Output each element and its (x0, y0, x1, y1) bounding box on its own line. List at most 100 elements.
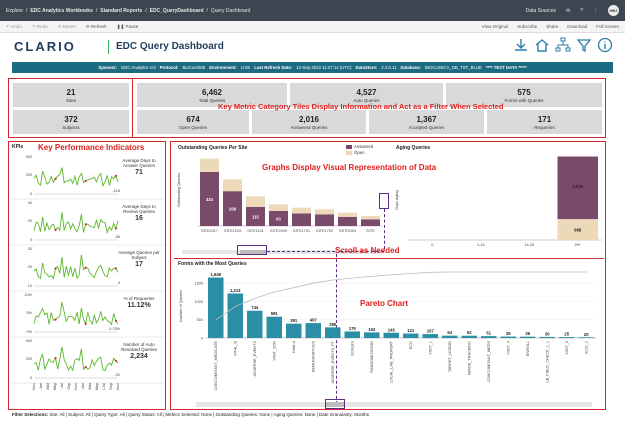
view-toolbar: ↶ Undo ↷ Redo ⟲ Revert ⟳ Refresh ❚❚ Paus… (0, 21, 625, 33)
tile-open-queries[interactable]: 674 Open Queries (136, 109, 250, 135)
pareto-bar-label: 290 (329, 322, 337, 327)
aging-xtick: 0 (431, 243, 433, 247)
scroll-highlight-box-2 (379, 193, 389, 209)
kpi-marker (114, 319, 117, 322)
pareto-title: Forms with the Most Queries (178, 261, 247, 267)
kpi-metric-3[interactable]: % of Requeries 11.12% (116, 296, 162, 309)
outstanding-horizontal-scrollbar[interactable] (182, 250, 382, 254)
download-icon[interactable] (513, 37, 529, 53)
share-button[interactable]: Share (546, 24, 559, 29)
pause-button[interactable]: ❚❚ Pause (116, 23, 139, 29)
tile-subjects[interactable]: 372 Subjects (12, 109, 130, 135)
kpi-marker (114, 227, 117, 230)
full-screen-button[interactable]: Full Screen (596, 24, 619, 29)
notifications-icon[interactable]: ✉ (566, 7, 571, 14)
kpi-sparkline (33, 301, 119, 326)
kpi-marker (84, 322, 87, 325)
breadcrumb-explore[interactable]: Explore (6, 7, 23, 14)
pareto-ytick: 500 (197, 318, 203, 322)
outstanding-xtick: SITE1101 (247, 229, 264, 233)
kpi-annotation: Key Performance Indicators (38, 143, 145, 152)
outstanding-bar-label: 63 (276, 217, 281, 222)
revert-button[interactable]: ⟲ Revert (57, 23, 76, 29)
kpi-ytick: 0% (27, 330, 33, 334)
top-navigation-bar: Explore / EDC Analytics Workbooks / Standa… (0, 0, 625, 21)
pareto-horizontal-scrollbar[interactable] (196, 402, 592, 407)
pareto-bar (227, 293, 243, 338)
kpi-marker (114, 359, 117, 362)
kpi-marker (84, 365, 87, 369)
outstanding-bar-open (223, 179, 242, 192)
breadcrumb-standard-reports[interactable]: Standard Reports (100, 7, 143, 14)
kpi-marker (84, 223, 87, 226)
tile-auto-queries[interactable]: 4,527 Auto Queries (289, 82, 444, 108)
tile-answered-queries[interactable]: 2,016 Answered Queries (251, 109, 367, 135)
pareto-xtick: VISIT_4 (506, 341, 510, 355)
tile-requeries[interactable]: 171 Requeries (486, 109, 603, 135)
view-original-button[interactable]: View Original (481, 24, 509, 29)
legend-answered: Answered (354, 144, 374, 149)
tile-forms-with-queries[interactable]: 575 Forms with Queries (445, 82, 603, 108)
outstanding-xtick: SITE2004 (339, 229, 356, 233)
kpi-sparkline (33, 346, 119, 372)
info-icon[interactable] (597, 37, 613, 53)
kpi-ytick: 10 (28, 284, 32, 288)
kpi-metric-0[interactable]: Average Days to Answer Queries 71 (116, 158, 162, 176)
pareto-xtick: RANDOMIZATION (370, 341, 374, 373)
scroll-highlight-box-1 (237, 245, 267, 255)
pareto-bar (461, 335, 477, 338)
outstanding-xtick: SITE1701 (293, 229, 310, 233)
kpi-marker (54, 267, 57, 270)
pareto-bar (364, 332, 380, 338)
legend-open: Open (354, 150, 365, 155)
aging-xtick: 29+ (575, 243, 582, 247)
kpi-metric-value: 2,234 (130, 353, 148, 360)
outstanding-bar-answered (269, 211, 288, 226)
pareto-bar-label: 143 (388, 327, 396, 332)
outstanding-bar-answered (223, 191, 242, 226)
pareto-bar-label: 1,213 (230, 288, 241, 293)
hierarchy-icon[interactable] (555, 37, 571, 53)
kpi-highlight-box (8, 141, 166, 410)
scroll-dash-line-h (267, 251, 335, 252)
kpi-xtick: 2018-Jan (81, 383, 85, 390)
breadcrumb-workbook[interactable]: EDC_QueryDashboard (149, 7, 204, 14)
filter-icon[interactable] (576, 37, 592, 53)
refresh-button[interactable]: ⟳ Refresh (85, 23, 107, 29)
scroll-thumb[interactable] (240, 250, 266, 254)
outstanding-bar-open (338, 212, 357, 217)
outstanding-xtick: SITE (366, 229, 375, 233)
kpi-xtick: 2017-Jul (60, 383, 64, 390)
kpi-metric-2[interactable]: Average Queries per Subject 17 (116, 250, 162, 268)
kpi-metric-4[interactable]: Number of Auto Resolved Queries 2,234 (116, 342, 162, 360)
apps-icon[interactable]: ⋮ (593, 7, 598, 14)
kpi-metric-label: Average Queries per Subject (118, 250, 160, 260)
kpi-xtick: 2018-May (95, 383, 99, 390)
pareto-bar-label: 62 (467, 330, 472, 335)
outstanding-ylabel: Outstanding Queries (177, 172, 181, 207)
pareto-ylabel: Number of Queries (179, 290, 183, 322)
database-value: BIOCLINICA_DB_TST_BLUE (425, 65, 482, 70)
help-icon[interactable]: ? (580, 7, 583, 14)
pareto-bar (266, 316, 282, 338)
pareto-xtick: VITAL_B (233, 341, 237, 356)
kpi-xtick: 2018-Jul (102, 383, 106, 390)
tile-accepted-queries[interactable]: 1,367 Accepted Queries (368, 109, 485, 135)
tile-total-queries[interactable]: 6,462 Total Queries (136, 82, 288, 108)
download-button[interactable]: Download (567, 24, 588, 29)
aging-bar-open (557, 219, 598, 240)
breadcrumb-workbooks[interactable]: EDC Analytics Workbooks (30, 7, 93, 14)
outstanding-bar-open (269, 204, 288, 211)
pareto-scroll-thumb[interactable] (326, 402, 344, 407)
avatar[interactable]: HBJ (608, 5, 619, 16)
redo-button[interactable]: ↷ Redo (31, 23, 48, 29)
tile-sites[interactable]: 21 Sites (12, 82, 130, 108)
home-icon[interactable] (534, 37, 550, 53)
outstanding-chart: Outstanding Queries 324 SITE2017 209 SITE120… (177, 158, 382, 233)
data-sources-link[interactable]: Data Sources (525, 7, 557, 14)
undo-button[interactable]: ↶ Undo (6, 23, 22, 29)
pareto-bar-label: 179 (349, 326, 357, 331)
kpi-metric-1[interactable]: Average Days to Review Queries 16 (116, 204, 162, 222)
kpi-marker (54, 177, 57, 180)
subscribe-button[interactable]: Subscribe (517, 24, 538, 29)
